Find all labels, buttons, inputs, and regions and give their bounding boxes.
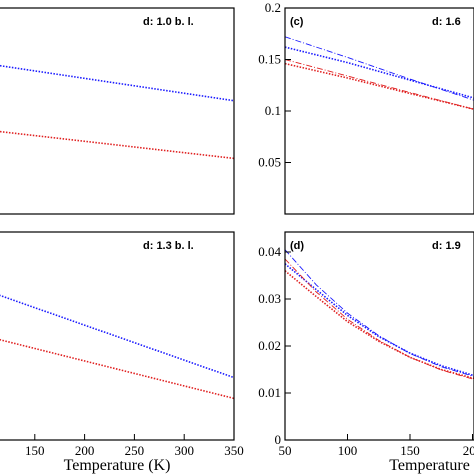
- x-tick-label: 100: [338, 443, 358, 458]
- plot-frame: [0, 7, 235, 215]
- series-group: [0, 294, 234, 400]
- panel-annotation: d: 1.0 b. l.: [143, 16, 194, 28]
- x-tick-label: 50: [279, 443, 292, 458]
- x-tick-label: 350: [224, 443, 244, 458]
- series-group: [285, 36, 474, 111]
- series-line-4: [285, 258, 474, 380]
- x-tick-label: 250: [125, 443, 145, 458]
- series-line-1: [0, 294, 234, 379]
- series-group: [0, 64, 234, 160]
- series-line-3: [285, 62, 474, 111]
- series-line-1: [285, 263, 474, 377]
- panel-annotation: d: 1.6: [432, 16, 461, 28]
- plot-frame: [284, 7, 474, 215]
- y-tick-label: 0.1: [265, 103, 281, 118]
- panel-top-right: 0.05 0.1 0.15 0.2 (c) d: 1.6: [258, 0, 474, 215]
- plot-frame: [284, 231, 474, 441]
- y-tick-label: 0: [275, 432, 282, 447]
- x-axis-label: Temperature (K: [389, 457, 474, 474]
- y-tick-label: 0.2: [265, 0, 281, 15]
- panel-bottom-left: 150 200 250 300 350 Temperature (K) d: 1.3 b. …: [0, 231, 244, 474]
- plot-frame: [0, 231, 235, 441]
- series-group: [285, 249, 474, 380]
- x-axis-label: Temperature (K): [64, 457, 171, 474]
- panel-label: (d): [290, 240, 304, 252]
- y-tick-label: 0.02: [258, 338, 281, 353]
- x-tick-label: 300: [174, 443, 194, 458]
- series-line-1: [0, 64, 234, 102]
- series-line-2: [0, 338, 234, 400]
- y-tick-label: 0.04: [258, 244, 281, 259]
- x-tick-label: 150: [25, 443, 45, 458]
- panel-top-left: d: 1.0 b. l.: [0, 7, 235, 215]
- y-tick-label: 0.03: [258, 291, 281, 306]
- series-line-2: [285, 36, 474, 101]
- y-tick-label: 0.15: [258, 52, 281, 67]
- x-tick-label: 200: [75, 443, 95, 458]
- panel-annotation: d: 1.3 b. l.: [143, 240, 194, 252]
- panel-label: (c): [290, 16, 304, 28]
- panel-bottom-right: 0 0.01 0.02 0.03 0.04 50 100 150 200Temperature …: [258, 231, 474, 474]
- series-line-4: [285, 59, 474, 110]
- panel-annotation: d: 1.9: [432, 240, 461, 252]
- x-tick-label: 200: [463, 443, 474, 458]
- y-tick-label: 0.05: [258, 155, 281, 170]
- x-tick-label: 150: [400, 443, 420, 458]
- y-tick-label: 0.01: [258, 385, 281, 400]
- series-line-1: [285, 46, 474, 99]
- series-line-2: [285, 249, 474, 377]
- series-line-2: [0, 130, 234, 160]
- series-line-3: [285, 270, 474, 380]
